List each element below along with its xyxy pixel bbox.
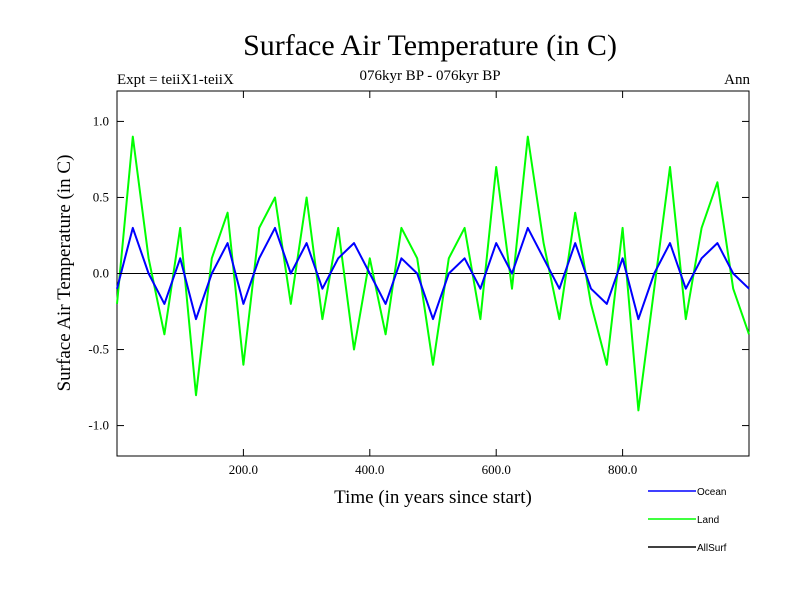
y-tick-label: -0.5 — [88, 342, 109, 357]
season-label: Ann — [724, 72, 750, 88]
legend: Ocean Land AllSurf — [648, 487, 727, 554]
x-tick-label: 600.0 — [482, 462, 511, 477]
series-layer — [116, 135, 750, 412]
x-tick-label: 200.0 — [229, 462, 258, 477]
experiment-label: Expt = teiiX1-teiiX — [117, 72, 234, 88]
y-tick-label: 0.5 — [93, 189, 109, 204]
chart-title: Surface Air Temperature (in C) — [243, 29, 617, 62]
y-axis-label: Surface Air Temperature (in C) — [54, 155, 75, 392]
series-line-land — [116, 135, 750, 412]
series-line-ocean — [116, 226, 750, 321]
legend-label-ocean: Ocean — [697, 487, 726, 498]
y-tick-label: -1.0 — [88, 418, 109, 433]
x-tick-label: 800.0 — [608, 462, 637, 477]
legend-label-allsurf: AllSurf — [697, 543, 727, 554]
legend-label-land: Land — [697, 515, 719, 526]
y-tick-label: 1.0 — [93, 113, 109, 128]
x-axis-label: Time (in years since start) — [334, 487, 532, 508]
ticks-layer: 200.0 400.0 600.0 800.0 -1.0 -0.5 0.0 0.5 1.0 — [88, 91, 749, 477]
period-label: 076kyr BP - 076kyr BP — [359, 68, 500, 84]
x-tick-label: 400.0 — [355, 462, 384, 477]
y-tick-label: 0.0 — [93, 266, 109, 281]
